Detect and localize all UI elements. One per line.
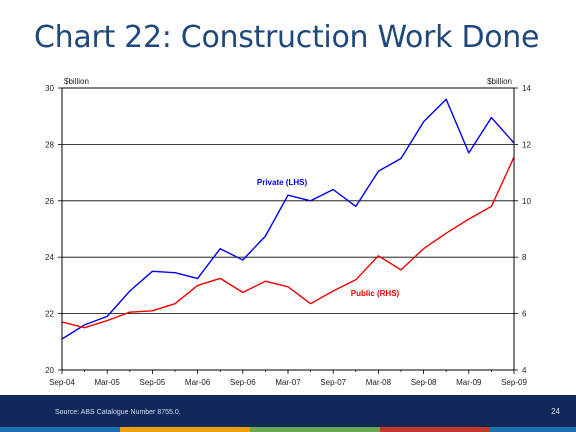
color-strip — [0, 427, 576, 432]
x-tick-label: Mar-05 — [95, 378, 121, 387]
private-series-line — [61, 98, 515, 340]
series-lines — [61, 98, 515, 340]
slide-footer: Source: ABS Catalogue Number 8755.0. 24 — [0, 395, 576, 432]
private-series-label: Private (LHS) — [257, 178, 308, 187]
public-series-line — [61, 156, 515, 329]
left-unit-label: $billion — [64, 77, 89, 86]
x-tick-label: Sep-05 — [140, 378, 166, 387]
x-tick-label: Sep-04 — [49, 378, 75, 387]
slide-title: Chart 22: Construction Work Done — [34, 20, 540, 55]
right-tick-label: 12 — [522, 140, 531, 149]
right-tick-label: 10 — [522, 197, 531, 206]
x-tick-label: Mar-06 — [185, 378, 211, 387]
left-tick-label: 22 — [45, 310, 54, 319]
x-tick-label: Sep-08 — [411, 378, 437, 387]
x-tick-label: Sep-09 — [501, 378, 527, 387]
line-chart: 20 4 22 6 24 8 26 10 28 12 30 14 Sep-04 Mar-05 Sep-05 M… — [45, 77, 531, 387]
right-unit-label: $billion — [487, 77, 512, 86]
left-tick-label: 24 — [45, 253, 54, 262]
right-tick-label: 8 — [522, 253, 527, 262]
x-tick-label: Sep-06 — [230, 378, 256, 387]
x-tick-label: Mar-07 — [275, 378, 301, 387]
left-tick-label: 26 — [45, 197, 54, 206]
public-series-label: Public (RHS) — [351, 289, 400, 298]
plot-frame — [61, 87, 515, 371]
x-tick-label: Mar-08 — [366, 378, 392, 387]
right-tick-label: 6 — [522, 310, 527, 319]
page-number: 24 — [551, 407, 560, 416]
left-tick-label: 20 — [45, 366, 54, 375]
axis-labels: 20 4 22 6 24 8 26 10 28 12 30 14 Sep-04 Mar-05 Sep-05 M… — [45, 77, 531, 387]
left-tick-label: 28 — [45, 140, 54, 149]
x-tick-label: Mar-09 — [456, 378, 482, 387]
right-tick-label: 4 — [522, 366, 527, 375]
source-note: Source: ABS Catalogue Number 8755.0. — [55, 409, 181, 416]
right-tick-label: 14 — [522, 84, 531, 93]
axes — [58, 87, 518, 374]
x-tick-label: Sep-07 — [320, 378, 346, 387]
left-tick-label: 30 — [45, 84, 54, 93]
gridlines — [62, 143, 514, 315]
